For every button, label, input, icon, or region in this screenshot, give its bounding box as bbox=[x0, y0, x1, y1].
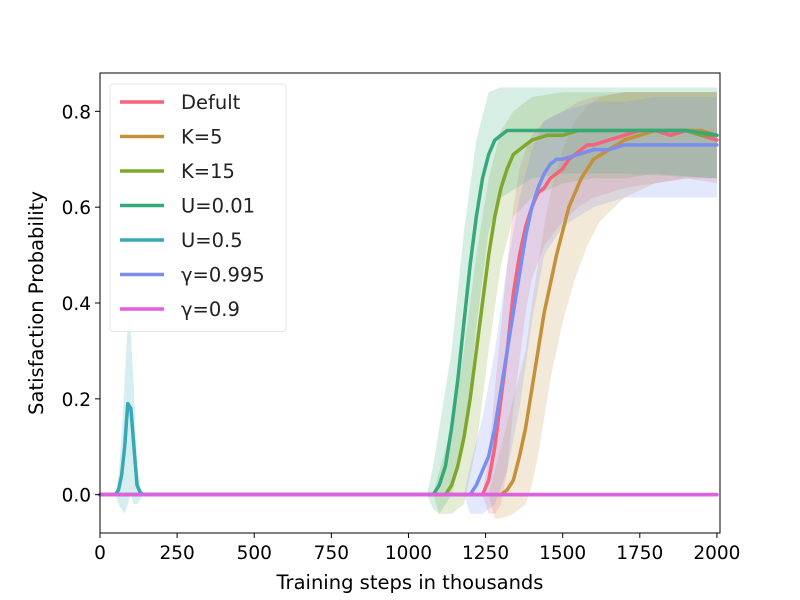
y-axis: 0.0 0.2 0.4 0.6 0.8 bbox=[62, 102, 100, 507]
y-tick-label: 0.6 bbox=[62, 198, 91, 219]
y-tick-label: 0.0 bbox=[62, 486, 91, 507]
legend-label-6: γ=0.995 bbox=[181, 264, 265, 287]
x-tick-label: 500 bbox=[237, 543, 272, 564]
x-tick-label: 1750 bbox=[616, 543, 663, 564]
x-tick-label: 2000 bbox=[693, 543, 740, 564]
x-axis-title: Training steps in thousands bbox=[276, 571, 544, 594]
legend-label-4: U=0.01 bbox=[181, 195, 255, 218]
line-series-5 bbox=[98, 401, 719, 497]
legend-label-5: U=0.5 bbox=[181, 229, 243, 252]
band-series-3 bbox=[433, 92, 717, 514]
x-tick-label: 0 bbox=[94, 543, 106, 564]
legend: Defult K=5 K=15 U=0.01 U=0.5 γ=0.995 γ=0.9 bbox=[109, 83, 287, 332]
y-tick-label: 0.8 bbox=[62, 102, 91, 123]
x-tick-label: 750 bbox=[314, 543, 349, 564]
y-tick-label: 0.4 bbox=[62, 294, 91, 315]
legend-label-2: K=5 bbox=[181, 126, 223, 149]
series-lines bbox=[98, 128, 719, 497]
x-tick-label: 1000 bbox=[385, 543, 432, 564]
x-axis: 0 250 500 750 1000 1250 1500 1750 2000 bbox=[94, 533, 740, 564]
band-series-6 bbox=[463, 96, 717, 514]
legend-label-7: γ=0.9 bbox=[181, 298, 240, 321]
legend-label-1: Defult bbox=[181, 91, 241, 114]
legend-label-3: K=15 bbox=[181, 160, 235, 183]
legend-box bbox=[109, 83, 287, 332]
y-axis-title: Satisfaction Probability bbox=[25, 191, 48, 415]
line-series-6 bbox=[98, 143, 719, 497]
x-tick-label: 1500 bbox=[539, 543, 586, 564]
line-series-4 bbox=[98, 128, 719, 497]
y-tick-label: 0.2 bbox=[62, 390, 91, 411]
x-tick-label: 250 bbox=[159, 543, 194, 564]
x-tick-label: 1250 bbox=[462, 543, 509, 564]
band-series-1 bbox=[482, 92, 717, 514]
